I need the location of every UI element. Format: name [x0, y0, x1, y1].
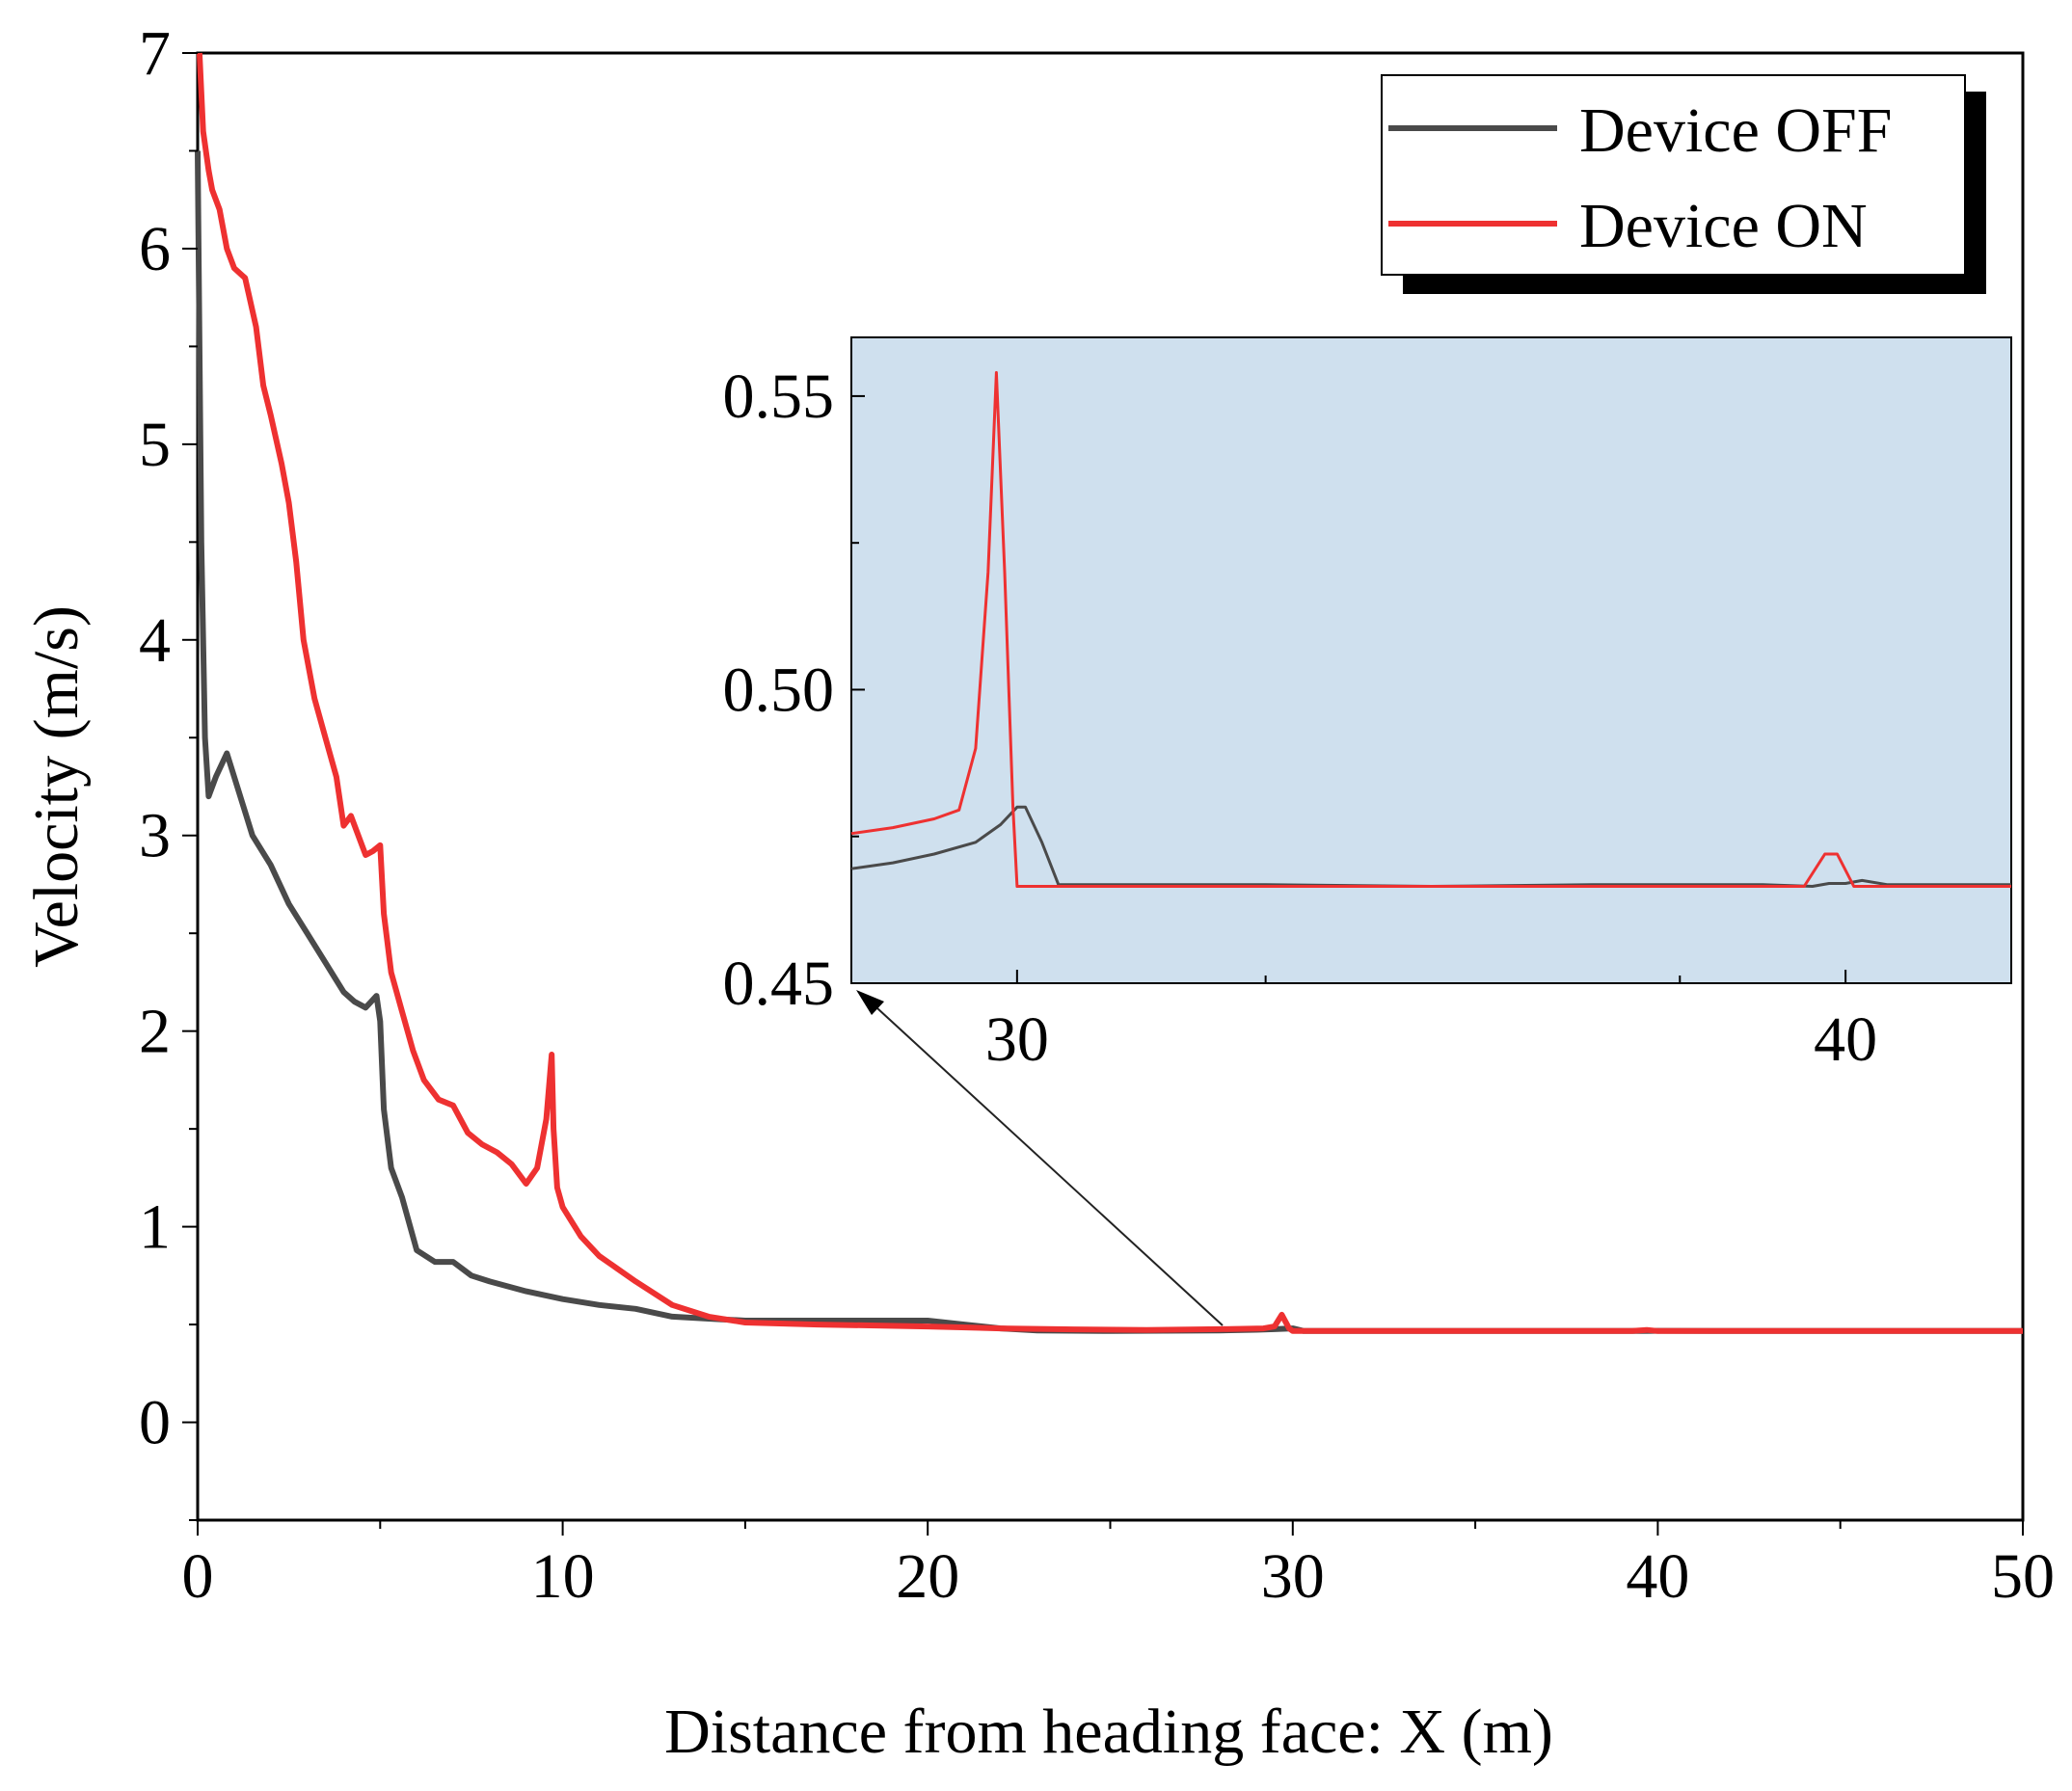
y-axis-title: Velocity (m/s) — [21, 605, 92, 968]
inset-plot: 30 40 0.45 0.50 0.55 — [723, 336, 2012, 1075]
main-y-tick-label: 4 — [139, 605, 171, 676]
main-series-group — [195, 52, 2023, 1334]
inset-y-tick-label: 0.55 — [723, 361, 835, 432]
main-y-tick-label: 1 — [139, 1192, 171, 1263]
main-x-axis: 0 10 20 30 40 50 — [182, 1520, 2055, 1612]
legend: Device OFF Device ON — [1381, 74, 1986, 294]
legend-box — [1381, 74, 1966, 276]
inset-background — [850, 336, 2012, 984]
main-plot: 0 10 20 30 40 50 0 1 2 3 4 5 6 7 — [139, 18, 2055, 1612]
inset-series-device-off — [850, 805, 2011, 888]
main-y-tick-label: 5 — [139, 410, 171, 480]
main-y-tick-label: 2 — [139, 997, 171, 1067]
main-y-tick-label: 7 — [139, 18, 171, 89]
main-series-device-on — [196, 52, 2023, 1334]
inset-y-axis: 0.45 0.50 0.55 — [723, 361, 865, 1019]
zoom-indicator — [856, 990, 1224, 1326]
main-x-tick-label: 0 — [182, 1541, 214, 1612]
inset-x-axis: 30 40 — [850, 970, 1877, 1075]
main-x-tick-label: 30 — [1261, 1541, 1325, 1612]
main-y-tick-label: 0 — [139, 1388, 171, 1458]
main-x-tick-label: 40 — [1626, 1541, 1689, 1612]
inset-series-group — [850, 371, 2011, 888]
main-x-tick-label: 20 — [896, 1541, 959, 1612]
inset-x-tick-label: 30 — [985, 1004, 1049, 1075]
main-y-tick-label: 6 — [139, 214, 171, 284]
zoom-arrow-line — [865, 997, 1224, 1326]
main-x-tick-label: 50 — [1991, 1541, 2055, 1612]
inset-x-tick-label: 40 — [1814, 1004, 1877, 1075]
main-y-tick-label: 3 — [139, 801, 171, 871]
x-axis-title: Distance from heading face: X (m) — [664, 1697, 1553, 1767]
legend-label-device-off: Device OFF — [1579, 95, 1892, 166]
inset-y-tick-label: 0.50 — [723, 655, 835, 725]
legend-label-device-on: Device ON — [1579, 191, 1868, 261]
main-y-axis: 0 1 2 3 4 5 6 7 — [139, 18, 198, 1521]
inset-y-tick-label: 0.45 — [723, 949, 835, 1019]
inset-series-device-on — [850, 371, 2011, 888]
zoom-arrow-head — [856, 990, 884, 1015]
main-x-tick-label: 10 — [531, 1541, 595, 1612]
